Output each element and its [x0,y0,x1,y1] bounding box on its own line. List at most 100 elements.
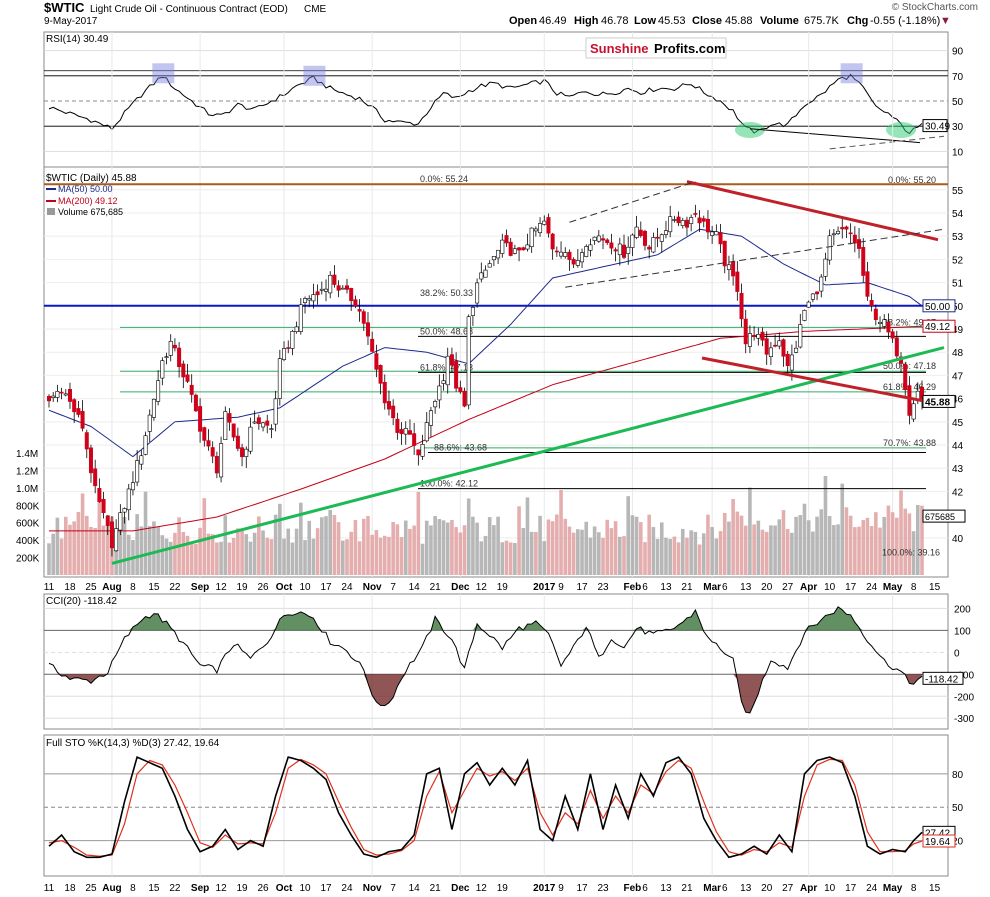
candle-body [437,385,442,401]
volume-bar [382,535,387,575]
x-axis-label: May [883,582,903,593]
candle-body [622,244,627,258]
x-axis-label: 6 [722,883,728,894]
x-axis-label: 17 [845,883,857,894]
candle-body [911,403,916,420]
candle-body [311,294,316,302]
x-axis-label: 8 [911,582,917,593]
candle-body [433,401,438,408]
volume-legend-swatch [47,208,55,215]
candle-body [206,440,211,447]
candle-body [676,216,681,224]
x-axis-label: 15 [148,582,160,593]
candle-body [609,242,614,249]
candle-body [445,355,450,386]
open-label: Open [509,15,537,27]
candle-body [479,272,484,280]
candle-body [542,220,547,225]
price-tick-label: 47 [952,371,964,382]
lower-channel-line [565,228,945,288]
x-axis-label: Sep [191,582,209,593]
candle-body [739,292,744,320]
volume-bar [93,528,97,575]
close-tag: 45.88 [925,397,950,408]
volume-bar [622,536,626,575]
candle-body [672,219,677,221]
candle-body [533,228,538,232]
x-axis-label: Mar [703,582,721,593]
candle-body [67,389,72,402]
volume-bar [576,529,580,575]
candle-body [773,344,778,347]
x-axis-label: 19 [497,582,509,593]
x-axis-label: 10 [299,582,311,593]
volume-bar [727,521,731,575]
candle-body [168,341,173,356]
volume-bar [571,532,576,575]
x-axis-label: 19 [237,883,249,894]
date-label: 9-May-2017 [44,16,98,27]
volume-bar [311,538,316,575]
candle-body [836,230,841,235]
volume-bar [823,475,828,575]
candle-body [756,334,761,339]
x-axis-label: 19 [497,883,509,894]
candle-body [634,226,639,238]
volume-bar [555,514,559,575]
candle-body [638,229,643,237]
volume-bar [168,541,173,575]
rsi-panel: 90 70 50 30 10 30.49 [44,47,964,158]
candle-body [118,512,123,531]
rsi-tick-label: 50 [952,97,964,108]
moving-averages [48,228,923,532]
sto-tick-label: 20 [952,837,964,848]
candle-body [114,528,119,552]
candle-body [559,251,564,257]
volume-bar [840,483,845,575]
candle-body [714,231,719,236]
volume-bar [811,531,815,575]
candle-body [617,243,622,256]
candle-body [831,233,836,236]
volume-bar [441,520,446,575]
candle-body [424,422,429,442]
candle-body [332,274,337,285]
x-axis-label: 14 [409,883,421,894]
candle-body [458,387,463,392]
sto-title: Full STO %K(14,3) %D(3) 27.42, 19.64 [46,738,220,749]
high-label: High [574,15,599,27]
volume-bar [353,519,358,575]
x-axis-label: 21 [430,883,442,894]
cci-oversold-fill [49,674,922,713]
candle-body [382,381,387,404]
volume-bar [538,515,542,575]
logo-sunshine: Sunshine [590,41,649,56]
volume-bar [164,538,169,575]
volume-bar [261,530,265,575]
candle-body [743,318,748,345]
volume-bar [210,534,215,575]
candle-body [357,309,362,312]
rsi-tick-label: 70 [952,72,964,83]
candle-body [844,226,849,230]
volume-bar [546,519,551,575]
x-axis-label: 13 [660,883,672,894]
x-axis-label: 9 [558,883,564,894]
x-axis-label: 20 [761,582,773,593]
volume-bar [832,525,836,575]
candle-body [512,248,517,254]
x-axis-label: 17 [320,883,332,894]
volume-bar [701,533,706,575]
price-tick-label: 42 [952,487,964,498]
candle-body [651,237,656,253]
x-axis-label: 12 [476,883,488,894]
volume-bar [269,539,274,575]
volume-bar [198,527,202,575]
candle-body [105,515,110,526]
volume-bar [869,526,874,575]
volume-bar [563,518,568,575]
rsi-last-tag [922,119,948,133]
volume-bar [882,516,887,575]
